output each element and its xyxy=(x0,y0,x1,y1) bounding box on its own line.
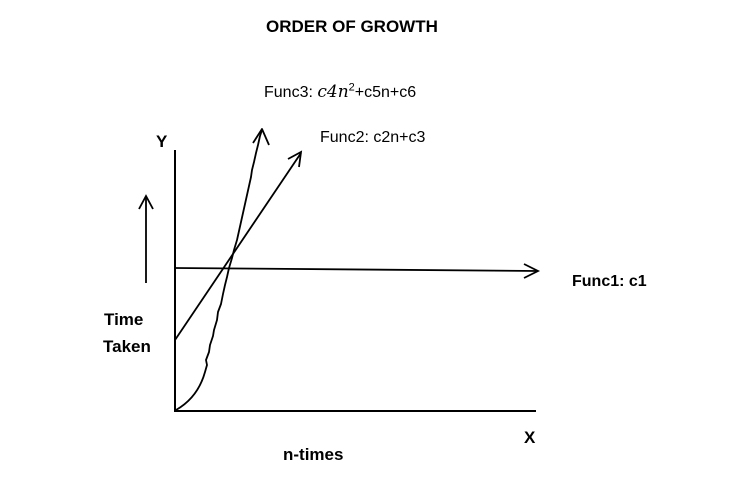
func1-label: Func1: c1 xyxy=(572,273,647,290)
y-caption-time: Time xyxy=(104,310,144,329)
func3-label: Func3: c4n2+c5n+c6 xyxy=(264,81,417,102)
x-caption-n-times: n-times xyxy=(283,445,344,464)
func3-math-term: c4n xyxy=(317,82,349,102)
func3-prefix: Func3: xyxy=(264,84,318,101)
func2-linear-line xyxy=(174,150,303,341)
up-arrow-icon xyxy=(138,194,154,283)
y-caption-taken: Taken xyxy=(103,337,151,356)
func3-exponent: 2 xyxy=(348,81,355,94)
func2-label: Func2: c2n+c3 xyxy=(320,129,426,146)
func3-suffix: +c5n+c6 xyxy=(354,84,417,101)
func1-constant-line xyxy=(174,263,541,279)
y-axis-label: Y xyxy=(156,132,168,151)
x-axis-label: X xyxy=(524,428,536,447)
diagram-title: ORDER OF GROWTH xyxy=(266,17,438,36)
func3-quadratic-curve xyxy=(175,128,270,411)
